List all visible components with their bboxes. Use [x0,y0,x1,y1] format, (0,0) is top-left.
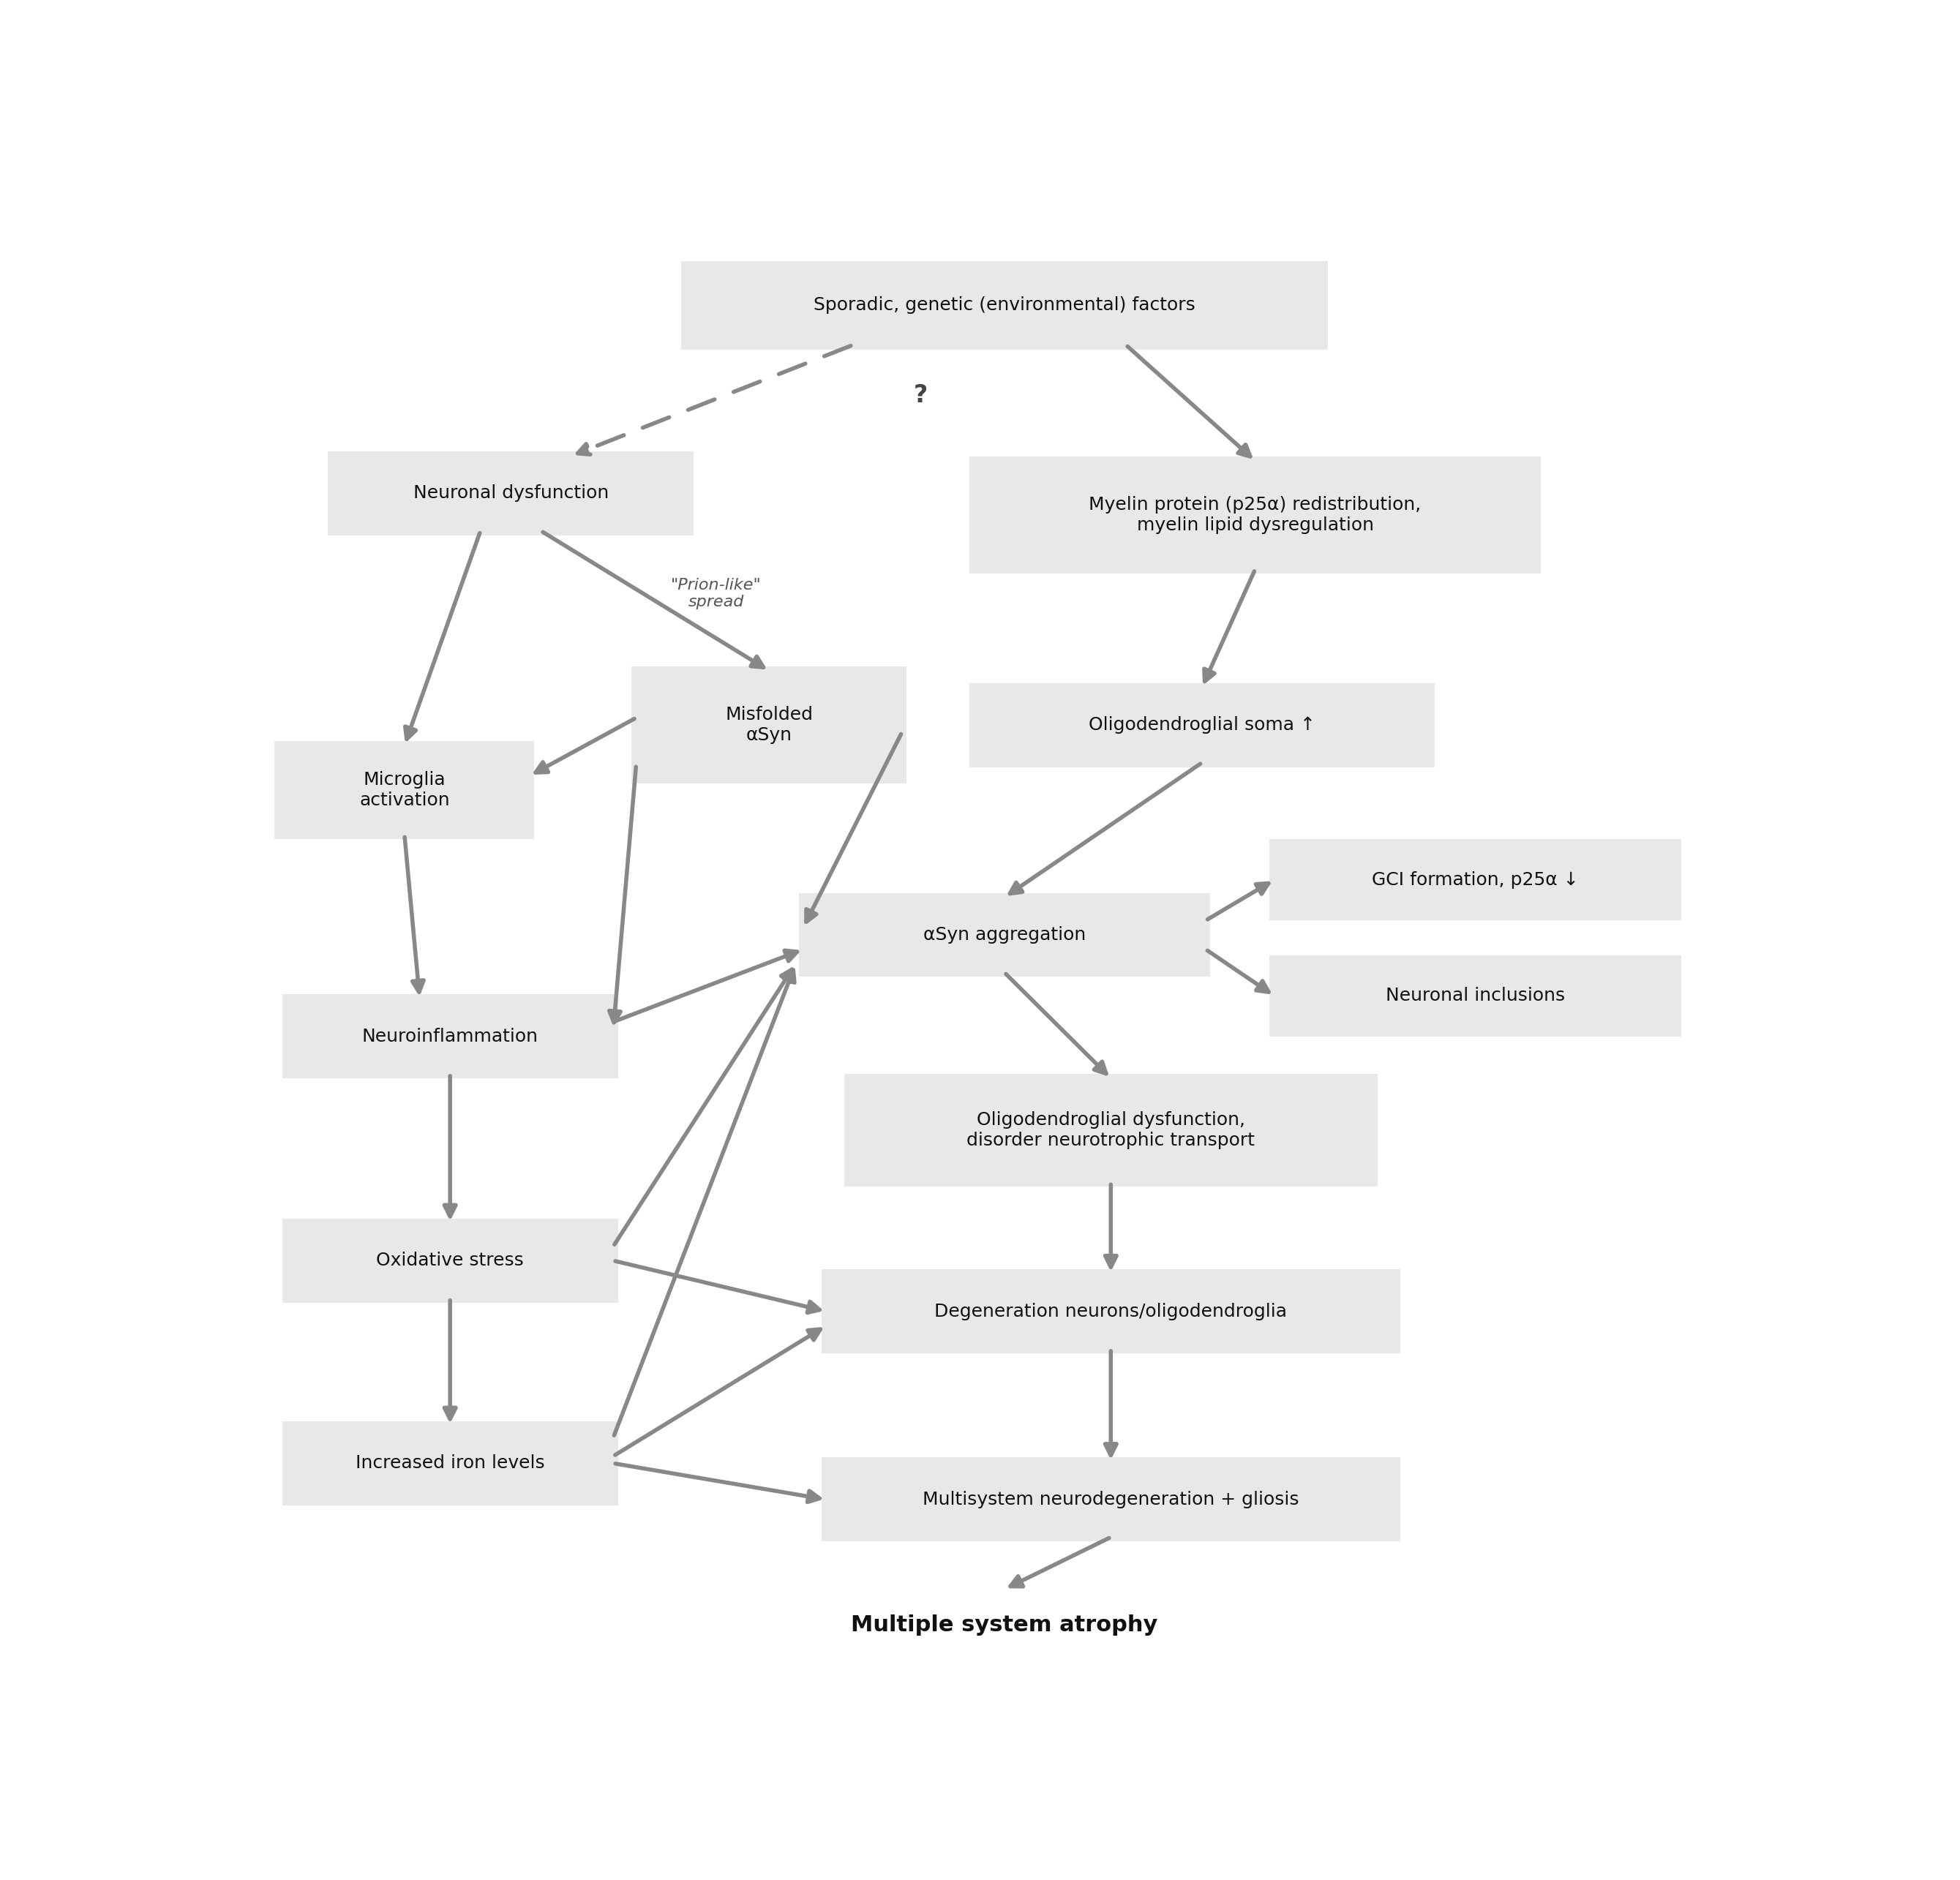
Text: Oligodendroglial soma ↑: Oligodendroglial soma ↑ [1088,716,1315,733]
FancyBboxPatch shape [282,1218,617,1303]
FancyBboxPatch shape [821,1269,1399,1354]
FancyBboxPatch shape [631,666,907,784]
Text: "Prion-like"
spread: "Prion-like" spread [670,577,760,609]
FancyBboxPatch shape [282,995,617,1079]
FancyBboxPatch shape [970,457,1541,573]
FancyBboxPatch shape [798,893,1211,978]
Text: Multiple system atrophy: Multiple system atrophy [851,1615,1158,1636]
Text: Oligodendroglial dysfunction,
disorder neurotrophic transport: Oligodendroglial dysfunction, disorder n… [966,1111,1254,1149]
Text: Neuronal dysfunction: Neuronal dysfunction [414,485,610,502]
Text: Degeneration neurons/oligodendroglia: Degeneration neurons/oligodendroglia [935,1303,1288,1320]
Text: Neuroinflammation: Neuroinflammation [363,1028,539,1045]
Text: Increased iron levels: Increased iron levels [355,1455,545,1472]
Text: Oxidative stress: Oxidative stress [376,1252,523,1269]
FancyBboxPatch shape [845,1073,1378,1186]
Text: Myelin protein (p25α) redistribution,
myelin lipid dysregulation: Myelin protein (p25α) redistribution, my… [1090,496,1421,534]
Text: Sporadic, genetic (environmental) factors: Sporadic, genetic (environmental) factor… [813,297,1196,314]
Text: Neuronal inclusions: Neuronal inclusions [1386,987,1564,1004]
FancyBboxPatch shape [821,1457,1399,1542]
FancyBboxPatch shape [680,261,1329,350]
Text: ?: ? [913,384,927,408]
FancyBboxPatch shape [327,451,694,536]
Text: GCI formation, p25α ↓: GCI formation, p25α ↓ [1372,870,1580,889]
FancyBboxPatch shape [274,741,535,838]
Text: αSyn aggregation: αSyn aggregation [923,927,1086,944]
FancyBboxPatch shape [970,682,1435,767]
FancyBboxPatch shape [1270,838,1682,921]
FancyBboxPatch shape [1270,955,1682,1036]
Text: Misfolded
αSyn: Misfolded αSyn [725,707,813,744]
FancyBboxPatch shape [282,1421,617,1506]
Text: Microglia
activation: Microglia activation [359,771,449,808]
Text: Multisystem neurodegeneration + gliosis: Multisystem neurodegeneration + gliosis [923,1491,1299,1508]
